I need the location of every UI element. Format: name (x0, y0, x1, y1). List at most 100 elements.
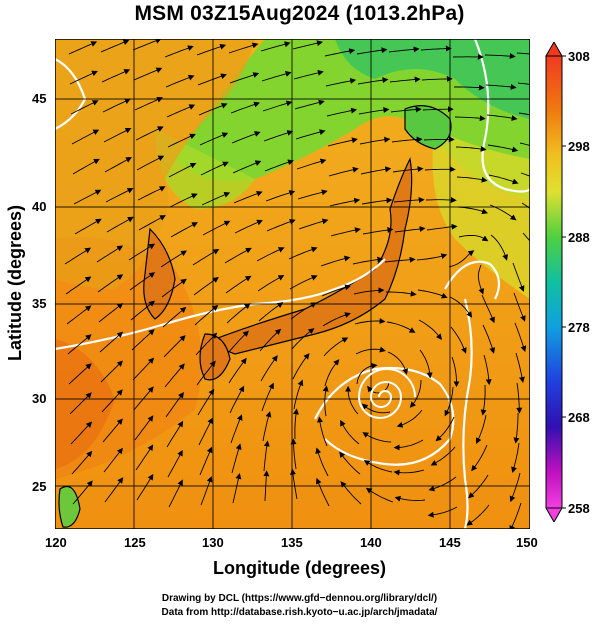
streamline (393, 439, 424, 451)
streamline (322, 385, 329, 417)
streamline (128, 243, 156, 261)
streamline (516, 52, 530, 55)
streamline (103, 447, 123, 473)
streamline (396, 409, 423, 428)
x-tick-125: 125 (124, 535, 146, 550)
streamline (73, 189, 102, 205)
streamline (512, 262, 525, 292)
x-tick-150: 150 (516, 535, 538, 550)
streamline (160, 250, 188, 268)
japan-kyushu (199, 333, 231, 381)
streamline (489, 204, 517, 221)
y-tick-30: 30 (32, 391, 47, 406)
streamline (167, 449, 183, 478)
streamline (130, 300, 155, 321)
cbar-label-298: 298 (568, 139, 590, 154)
streamline (293, 379, 304, 410)
streamline (416, 253, 448, 261)
streamline (234, 219, 263, 234)
streamline (71, 450, 93, 475)
streamline (201, 192, 231, 206)
streamline (328, 166, 359, 177)
streamline (423, 136, 455, 143)
streamline (435, 416, 455, 442)
streamline (521, 202, 530, 209)
cbar-label-258: 258 (568, 501, 590, 516)
streamline (200, 161, 229, 176)
colorbar: 308 298 288 278 268 258 (545, 42, 590, 522)
streamline (426, 223, 458, 231)
streamlines (64, 39, 530, 529)
streamline (352, 256, 384, 265)
streamline (161, 278, 187, 298)
streamline (99, 331, 124, 353)
streamline (104, 477, 124, 503)
streamline (390, 106, 422, 113)
streamline (202, 220, 231, 236)
streamline (330, 227, 361, 237)
streamline (192, 249, 220, 266)
streamline (424, 166, 456, 173)
streamline (101, 69, 131, 83)
streamline (315, 447, 329, 477)
streamline (421, 75, 453, 82)
streamline (520, 172, 530, 177)
streamline (71, 129, 100, 145)
streamline (420, 45, 452, 52)
streamline (293, 69, 324, 80)
streamline (258, 302, 284, 322)
streamline (394, 495, 426, 502)
streamline (231, 131, 261, 144)
streamline (195, 332, 218, 356)
streamline (69, 70, 98, 85)
streamline (386, 321, 416, 333)
streamline (509, 472, 521, 503)
streamline (324, 48, 356, 57)
streamline (164, 363, 185, 388)
streamline (226, 303, 251, 324)
streamline (292, 353, 310, 380)
colorbar-gradient (545, 55, 563, 509)
streamline (100, 360, 124, 383)
x-tick-120: 120 (45, 535, 67, 550)
streamline (97, 274, 124, 293)
streamline (231, 443, 242, 474)
streamline (129, 272, 156, 291)
streamline (135, 126, 164, 141)
streamline (358, 107, 390, 115)
streamline (265, 190, 296, 202)
streamline (481, 294, 495, 324)
streamline (198, 417, 213, 446)
streamline (322, 312, 351, 327)
streamline (296, 158, 327, 170)
streamline (356, 47, 388, 55)
streamline (168, 479, 183, 508)
streamline (509, 502, 522, 529)
streamline (317, 416, 328, 447)
streamline (522, 232, 530, 242)
streamline (476, 414, 487, 444)
streamline (428, 476, 457, 492)
streamline (170, 222, 198, 238)
plot-title: MSM 03Z15Aug2024 (1013.2hPa) (134, 2, 465, 25)
streamline (229, 72, 260, 84)
streamline (384, 256, 416, 263)
streamline (449, 296, 473, 318)
streamline (418, 319, 443, 340)
streamline (228, 357, 247, 384)
streamline (323, 337, 349, 357)
streamline (477, 264, 485, 295)
streamline (363, 460, 393, 473)
taiwan-land (58, 485, 81, 528)
streamline (229, 385, 245, 414)
streamline (266, 218, 296, 232)
streamline (454, 115, 486, 122)
streamline (355, 346, 386, 355)
streamline (466, 504, 490, 526)
streamline (132, 39, 162, 51)
streamline (262, 100, 293, 112)
streamline (388, 46, 420, 53)
streamline (365, 487, 394, 503)
streamline (98, 302, 124, 323)
streamline (134, 415, 154, 441)
